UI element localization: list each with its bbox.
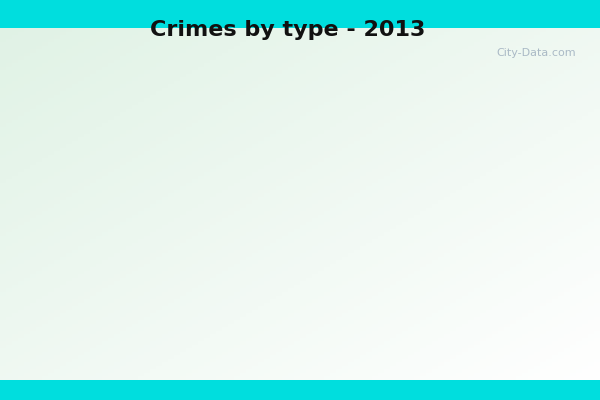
Wedge shape [225,215,312,293]
Text: Assaults (3.3%): Assaults (3.3%) [182,32,279,274]
Text: Crimes by type - 2013: Crimes by type - 2013 [151,20,425,40]
Wedge shape [115,105,285,325]
Text: Arson (1.2%): Arson (1.2%) [50,167,299,195]
Wedge shape [225,215,302,307]
Text: Robberies (0.9%): Robberies (0.9%) [51,142,248,342]
Wedge shape [225,112,331,215]
Wedge shape [225,184,332,215]
Text: Thefts (63.8%): Thefts (63.8%) [149,227,488,271]
Wedge shape [225,110,262,215]
Text: Auto thefts (15.0%): Auto thefts (15.0%) [4,162,280,266]
Text: Rapes (2.1%): Rapes (2.1%) [108,66,283,265]
Text: City-Data.com: City-Data.com [496,48,576,58]
Text: Burglaries (13.8%): Burglaries (13.8%) [42,104,300,231]
Wedge shape [225,192,335,282]
